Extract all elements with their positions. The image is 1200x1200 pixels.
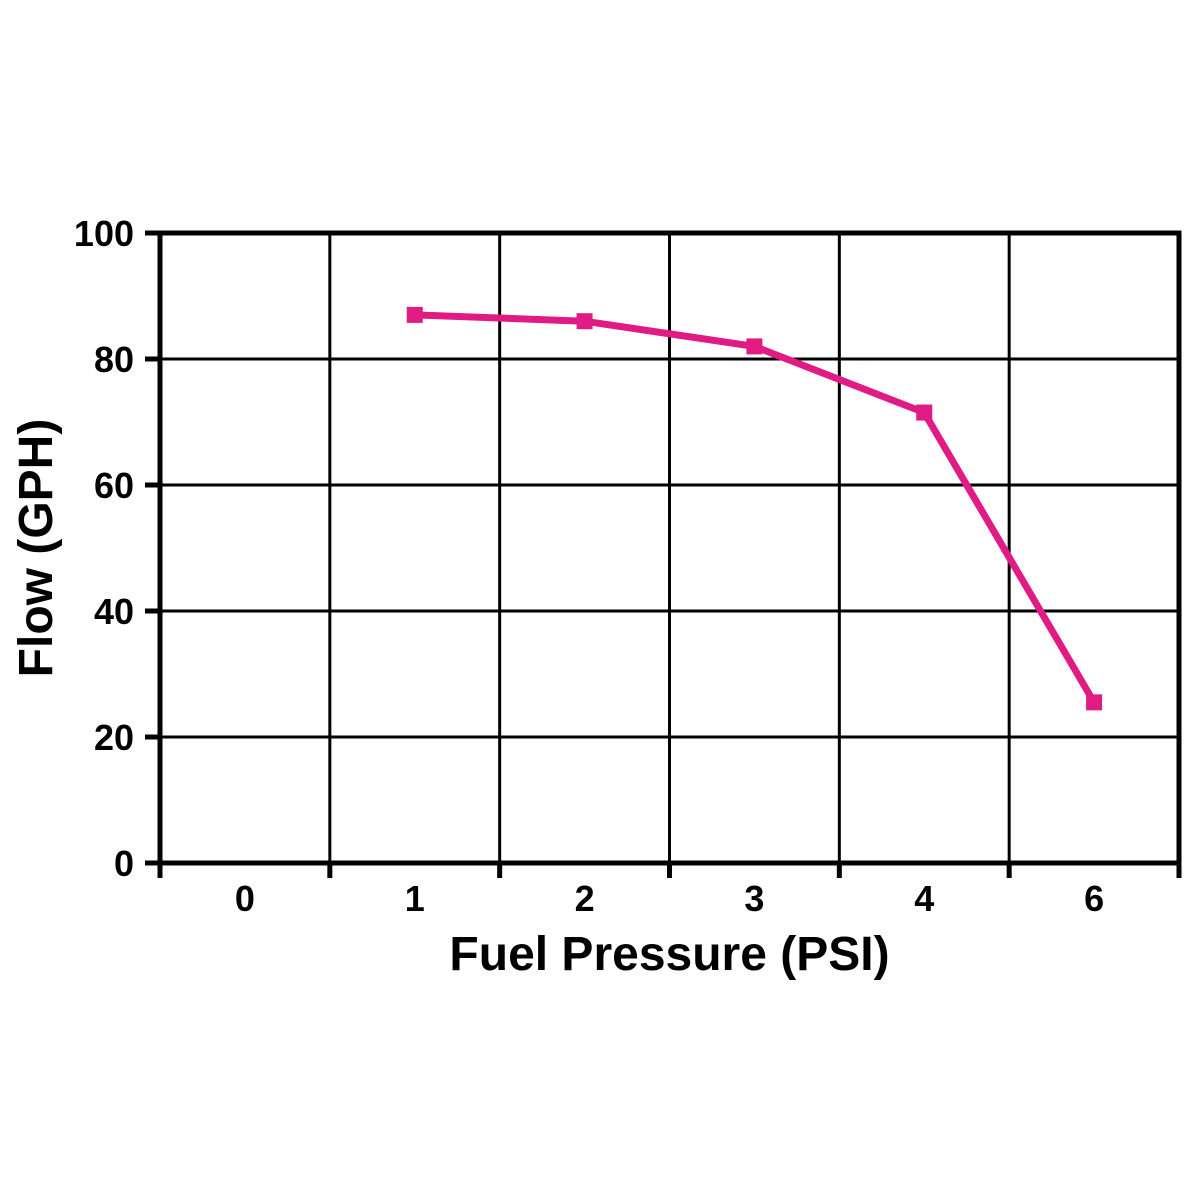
y-tick-label: 60: [94, 465, 134, 506]
y-tick-label: 100: [74, 213, 134, 254]
x-axis-title: Fuel Pressure (PSI): [449, 928, 889, 981]
data-point-marker: [916, 404, 933, 421]
data-point-marker: [1086, 694, 1103, 711]
y-tick-label: 40: [94, 591, 134, 632]
y-axis-title: Flow (GPH): [10, 419, 63, 678]
x-tick-label: 0: [235, 878, 255, 919]
data-point-marker: [406, 306, 423, 323]
x-tick-label: 6: [1084, 878, 1104, 919]
gridlines: [160, 233, 1179, 863]
data-series: [406, 306, 1103, 711]
plot-frame: [157, 230, 1182, 866]
data-point-marker: [576, 313, 593, 330]
data-point-marker: [746, 338, 763, 355]
x-tick-label: 1: [405, 878, 425, 919]
x-tick-label: 4: [914, 878, 934, 919]
y-tick-label: 20: [94, 717, 134, 758]
y-tick-label: 80: [94, 339, 134, 380]
x-tick-label: 3: [744, 878, 764, 919]
x-tick-label: 2: [575, 878, 595, 919]
series-line: [414, 311, 1098, 705]
y-tick-label: 0: [114, 843, 134, 884]
